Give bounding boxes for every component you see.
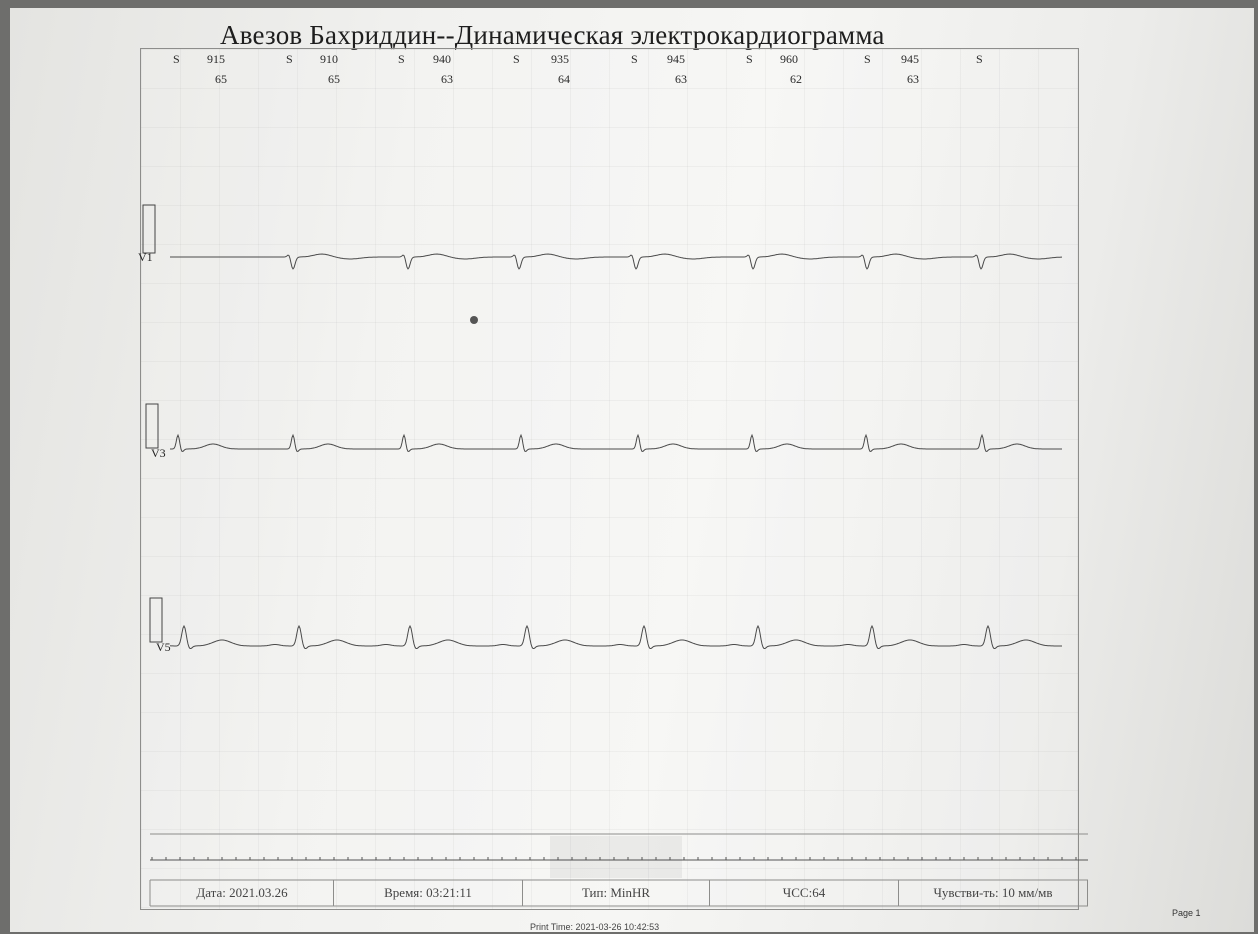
beat-hr-5: 63 xyxy=(675,72,687,86)
beat-type-1: S xyxy=(173,52,180,66)
beat-rr-6: 960 xyxy=(780,52,798,66)
beat-hr-6: 62 xyxy=(790,72,802,86)
page-number: Page 1 xyxy=(1172,908,1201,918)
beat-hr-3: 63 xyxy=(441,72,453,86)
footer-type: Тип: MinHR xyxy=(523,880,710,906)
beat-rr-4: 935 xyxy=(551,52,569,66)
footer-time: Время: 03:21:11 xyxy=(334,880,523,906)
footer-sensitivity: Чувстви-ть: 10 мм/мв xyxy=(899,880,1088,906)
report-title: Авезов Бахриддин--Динамическая электрока… xyxy=(220,20,885,50)
footer-hr: ЧСС:64 xyxy=(710,880,899,906)
beat-rr-1: 915 xyxy=(207,52,225,66)
beat-hr-7: 63 xyxy=(907,72,919,86)
beat-type-6: S xyxy=(746,52,753,66)
beat-type-2: S xyxy=(286,52,293,66)
lead-label-v3: V3 xyxy=(151,446,166,460)
paper-spot xyxy=(470,316,478,324)
ecg-trace-v3 xyxy=(170,433,1062,452)
beat-rr-3: 940 xyxy=(433,52,451,66)
rhythm-strip-ticks xyxy=(151,857,1077,860)
beat-type-8: S xyxy=(976,52,983,66)
beat-type-3: S xyxy=(398,52,405,66)
ecg-printout-sheet xyxy=(10,8,1254,932)
beat-rr-7: 945 xyxy=(901,52,919,66)
beat-type-7: S xyxy=(864,52,871,66)
calibration-pulse-v3 xyxy=(145,403,159,449)
lead-label-v5: V5 xyxy=(156,640,171,654)
beat-type-4: S xyxy=(513,52,520,66)
print-time: Print Time: 2021-03-26 10:42:53 xyxy=(530,922,660,932)
beat-hr-2: 65 xyxy=(328,72,340,86)
beat-rr-2: 910 xyxy=(320,52,338,66)
footer-date: Дата: 2021.03.26 xyxy=(151,880,334,906)
calibration-pulse-v1 xyxy=(142,204,156,254)
beat-rr-5: 945 xyxy=(667,52,685,66)
beat-hr-1: 65 xyxy=(215,72,227,86)
beat-type-5: S xyxy=(631,52,638,66)
rhythm-strip-selection xyxy=(550,836,682,878)
ecg-grid-frame xyxy=(140,48,1079,910)
calibration-pulse-v5 xyxy=(149,597,163,643)
ecg-trace-v5 xyxy=(169,624,1062,649)
beat-hr-4: 64 xyxy=(558,72,570,86)
ecg-trace-v1 xyxy=(170,253,1062,270)
